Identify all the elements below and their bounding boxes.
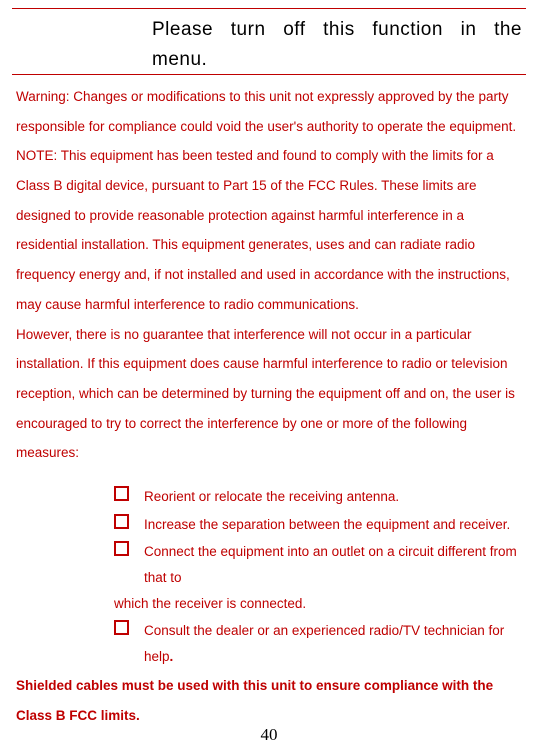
checkbox-icon [114,514,129,529]
checklist-item-text: Increase the separation between the equi… [144,517,510,532]
measures-checklist: Reorient or relocate the receiving anten… [114,484,524,669]
checklist-item: Reorient or relocate the receiving anten… [114,484,524,510]
checklist-item: Connect the equipment into an outlet on … [114,539,524,616]
checklist-item: Increase the separation between the equi… [114,512,524,538]
page-number: 40 [0,725,538,745]
note-paragraph: NOTE: This equipment has been tested and… [16,141,524,319]
header-line2: menu. [152,49,207,70]
checkbox-icon [114,486,129,501]
body-text: Warning: Changes or modifications to thi… [16,82,524,731]
checklist-item: Consult the dealer or an experienced rad… [114,618,524,669]
warning-paragraph: Warning: Changes or modifications to thi… [16,82,524,141]
checklist-item-text: Consult the dealer or an experienced rad… [144,623,504,664]
checklist-item-trailing: . [170,649,174,664]
checkbox-icon [114,541,129,556]
checklist-item-text: Connect the equipment into an outlet on … [144,544,517,585]
checklist-item-text: Reorient or relocate the receiving anten… [144,489,399,504]
header-line1: Please turn off this function in the [152,19,522,40]
guarantee-paragraph: However, there is no guarantee that inte… [16,320,524,468]
checklist-item-continuation: which the receiver is connected. [114,591,524,617]
checkbox-icon [114,620,129,635]
header-instruction: Please turn off this function in the men… [148,9,526,84]
separator-rule [12,74,526,75]
shielded-cables-note: Shielded cables must be used with this u… [16,671,524,730]
